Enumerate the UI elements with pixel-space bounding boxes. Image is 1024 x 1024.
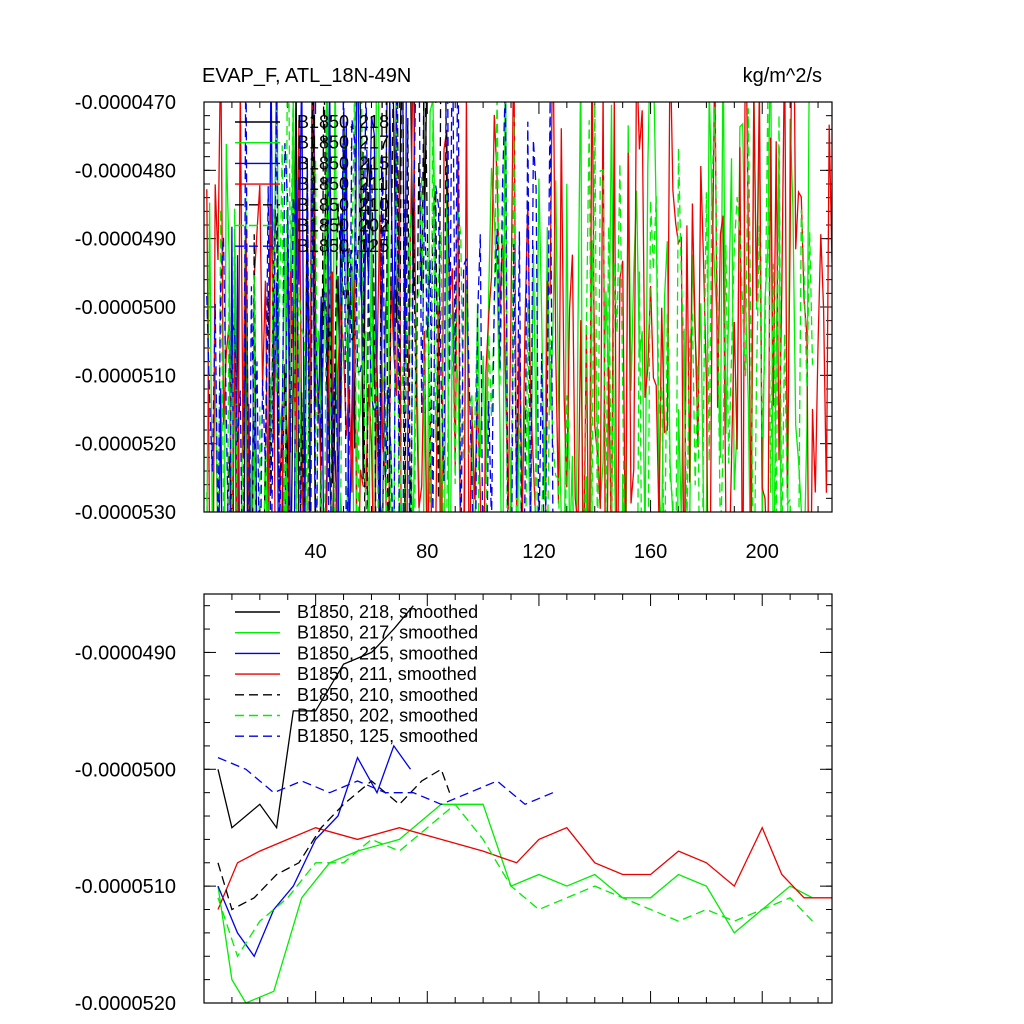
x-tick-label: 200 [746,541,779,563]
legend-label: B1850, 202 [297,216,389,236]
legend-label: B1850, 125, smoothed [297,726,478,746]
top-panel-frame [203,101,833,513]
legend-label: B1850, 217, smoothed [297,623,478,643]
top-panel: EVAP_F, ATL_18N-49N kg/m^2/s -0.0000470-… [75,65,833,563]
x-tick-label: 80 [416,541,438,563]
top-panel-ticks: -0.0000470 -0.0000480 -0.0000490 -0.0000500… [75,92,832,563]
y-tick-label: -0.0000490 [75,642,176,664]
y-tick-label: -0.0000530 [75,502,176,524]
legend-label: B1850, 218 [297,112,389,132]
legend-label: B1850, 217 [297,133,389,153]
legend-label: B1850, 211, smoothed [297,664,477,684]
series-line-b1850-218-smoothed [217,605,414,830]
bottom-panel: -0.0000490 -0.0000500 -0.0000510 -0.0000520… [75,593,833,1015]
bottom-panel-ticks: -0.0000490 -0.0000500 -0.0000510 -0.0000520 [75,594,832,1015]
x-tick-label: 120 [522,541,555,563]
y-tick-label: -0.0000470 [75,92,176,114]
legend-label: B1850, 202, smoothed [297,706,478,726]
x-tick-label: 160 [634,541,667,563]
y-tick-label: -0.0000510 [75,365,176,387]
series-line-b1850-202 [206,102,814,512]
series-line-b1850-210-smoothed [217,768,451,911]
y-tick-label: -0.0000480 [75,160,176,182]
legend-label: B1850, 210, smoothed [297,685,478,705]
series-line-b1850-215-smoothed [217,744,412,958]
y-tick-label: -0.0000490 [75,229,176,251]
legend-label: B1850, 210 [297,195,389,215]
top-panel-series [206,102,832,512]
series-line-b1850-202-smoothed [217,803,813,958]
x-tick-label: 40 [305,541,327,563]
series-line-b1850-210 [208,102,451,512]
legend-label: B1850, 218, smoothed [297,602,478,622]
legend-label: B1850, 125 [297,236,389,256]
legend-label: B1850, 215 [297,153,389,173]
y-tick-label: -0.0000520 [75,434,176,456]
y-tick-label: -0.0000510 [75,876,176,898]
y-tick-label: -0.0000500 [75,297,176,319]
bottom-panel-frame [203,593,833,1004]
series-line-b1850-211-smoothed [217,826,832,910]
series-line-b1850-217-smoothed [217,803,813,1003]
bottom-panel-series [217,605,832,1003]
series-line-b1850-125 [206,102,554,512]
chart-title: EVAP_F, ATL_18N-49N [202,65,411,87]
series-line-b1850-125-smoothed [217,757,554,806]
legend-label: B1850, 215, smoothed [297,643,478,663]
y-tick-label: -0.0000500 [75,759,176,781]
y-tick-label: -0.0000520 [75,993,176,1015]
legend-label: B1850, 211 [297,174,388,194]
units-label: kg/m^2/s [743,65,822,87]
